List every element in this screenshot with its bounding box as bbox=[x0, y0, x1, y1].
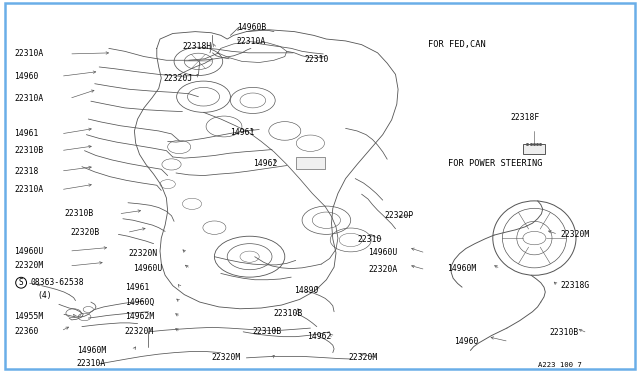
Text: 22310A: 22310A bbox=[77, 359, 106, 368]
Text: 22320M: 22320M bbox=[560, 230, 589, 239]
Text: 22318H: 22318H bbox=[182, 42, 212, 51]
Text: 22320M: 22320M bbox=[14, 262, 44, 270]
Text: 22310: 22310 bbox=[357, 235, 381, 244]
Text: 14960U: 14960U bbox=[368, 248, 397, 257]
Text: 22320M: 22320M bbox=[211, 353, 241, 362]
Text: 14960M: 14960M bbox=[77, 346, 106, 355]
Text: 22310A: 22310A bbox=[14, 94, 44, 103]
Text: 22310: 22310 bbox=[304, 55, 328, 64]
Text: 22310A: 22310A bbox=[237, 37, 266, 46]
Text: 22320M: 22320M bbox=[125, 327, 154, 336]
Text: 14960: 14960 bbox=[454, 337, 479, 346]
Text: 22318G: 22318G bbox=[560, 281, 589, 290]
Text: 14961: 14961 bbox=[14, 129, 38, 138]
Text: 22310B: 22310B bbox=[14, 146, 44, 155]
FancyBboxPatch shape bbox=[523, 144, 545, 154]
Text: 22310A: 22310A bbox=[14, 49, 44, 58]
Text: 22320N: 22320N bbox=[128, 249, 157, 258]
Text: 22360: 22360 bbox=[14, 327, 38, 336]
Text: 22318: 22318 bbox=[14, 167, 38, 176]
Text: 22310B: 22310B bbox=[549, 328, 579, 337]
Text: 22320M: 22320M bbox=[349, 353, 378, 362]
Text: 22310B: 22310B bbox=[64, 209, 93, 218]
Text: 14962: 14962 bbox=[253, 159, 277, 168]
Text: FOR POWER STEERING: FOR POWER STEERING bbox=[448, 159, 543, 168]
Text: 22310B: 22310B bbox=[253, 327, 282, 336]
Text: 14962: 14962 bbox=[307, 332, 332, 341]
Text: 22320A: 22320A bbox=[368, 265, 397, 274]
Text: 14961: 14961 bbox=[125, 283, 149, 292]
Text: 22320J: 22320J bbox=[163, 74, 193, 83]
Text: 14960U: 14960U bbox=[14, 247, 44, 256]
Text: S: S bbox=[19, 278, 24, 287]
Text: 14960U: 14960U bbox=[133, 264, 163, 273]
Text: A223 100 7: A223 100 7 bbox=[538, 362, 581, 368]
Text: 22310B: 22310B bbox=[274, 309, 303, 318]
Text: 14960: 14960 bbox=[14, 72, 38, 81]
Text: 14960M: 14960M bbox=[447, 264, 476, 273]
Text: 14960Q: 14960Q bbox=[125, 298, 154, 307]
Text: 14962M: 14962M bbox=[125, 312, 154, 321]
Text: 14961: 14961 bbox=[230, 128, 255, 137]
Text: 08363-62538: 08363-62538 bbox=[31, 278, 84, 287]
Text: 14960B: 14960B bbox=[237, 23, 266, 32]
Text: (4): (4) bbox=[37, 291, 52, 300]
Text: 22320B: 22320B bbox=[70, 228, 100, 237]
Text: 14955M: 14955M bbox=[14, 312, 44, 321]
Text: 22310A: 22310A bbox=[14, 185, 44, 194]
Text: FOR FED,CAN: FOR FED,CAN bbox=[428, 40, 485, 49]
Text: 14890: 14890 bbox=[294, 286, 319, 295]
Text: 22318F: 22318F bbox=[511, 113, 540, 122]
Text: 22320P: 22320P bbox=[384, 211, 413, 219]
FancyBboxPatch shape bbox=[296, 157, 325, 169]
